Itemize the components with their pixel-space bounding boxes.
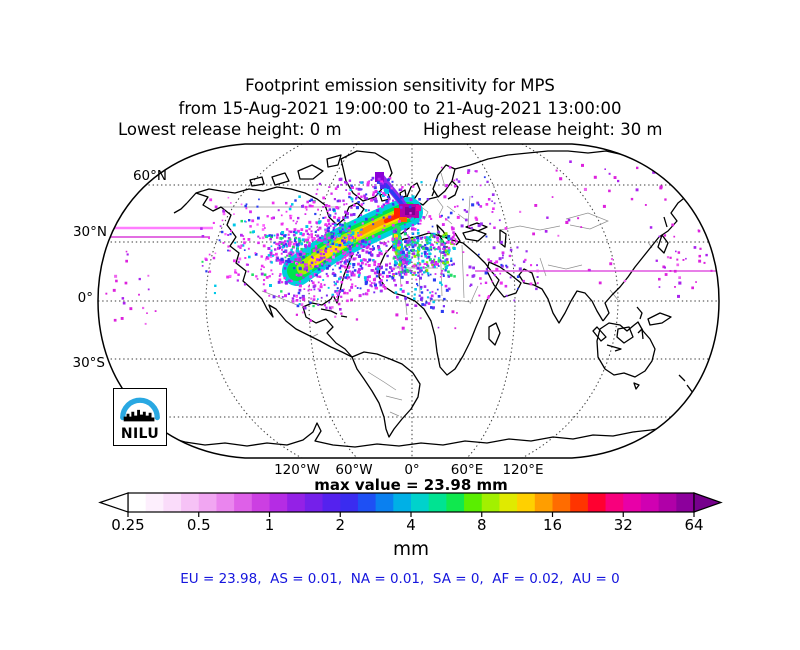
nilu-skyline-icon (123, 409, 155, 422)
colorbar-tick-label: 0.25 (111, 516, 145, 534)
longitude-label: 0° (404, 462, 420, 478)
nilu-logo-text: NILU (120, 426, 160, 442)
latitude-label: 30°N (72, 224, 107, 240)
colorbar-cell (375, 493, 394, 512)
colorbar-cell (428, 493, 447, 512)
colorbar-tick-label: 32 (613, 516, 633, 534)
colorbar-cell (570, 493, 589, 512)
map-outline (97, 143, 720, 459)
colorbar-cell (163, 493, 182, 512)
longitude-label: 60°E (450, 462, 484, 478)
colorbar-tick-label: 16 (542, 516, 563, 534)
colorbar-tick-label: 0.5 (186, 516, 211, 534)
latitude-label: 0° (77, 290, 93, 306)
colorbar-cell (446, 493, 465, 512)
longitude-label: 60°W (335, 462, 373, 478)
plume-cell (380, 183, 386, 189)
colorbar-cell (393, 493, 412, 512)
colorbar (98, 492, 723, 517)
plume-cell (394, 208, 400, 218)
colorbar-cell (322, 493, 341, 512)
colorbar-cell (251, 493, 270, 512)
colorbar-cell (658, 493, 677, 512)
colorbar-cell (587, 493, 607, 512)
colorbar-tick-label: 4 (406, 516, 416, 534)
plume-cell (399, 217, 407, 222)
plume-cell (416, 205, 421, 211)
colorbar-units-label: mm (392, 539, 430, 560)
colorbar-cell (640, 493, 660, 512)
nilu-logo: NILU (113, 388, 167, 446)
colorbar-cell (128, 493, 147, 512)
region-totals-text: EU = 23.98, AS = 0.01, NA = 0.01, SA = 0… (180, 571, 620, 587)
plume-cell (405, 207, 415, 215)
colorbar-tick-label: 2 (335, 516, 346, 534)
colorbar-cell (287, 493, 306, 512)
colorbar-cell (340, 493, 359, 512)
plume-cell (384, 189, 389, 194)
title-highest-release-height: Highest release height: 30 m (423, 120, 663, 139)
colorbar-tick-label: 8 (476, 516, 487, 534)
plume-cell (375, 172, 384, 182)
nilu-logo-graphic (120, 397, 160, 422)
colorbar-cell (198, 493, 217, 512)
colorbar-cell (411, 493, 430, 512)
emission-plume-core-cells (375, 172, 421, 250)
colorbar-tick-label: 1 (264, 516, 275, 534)
title-lowest-release-height: Lowest release height: 0 m (118, 120, 342, 139)
colorbar-cell (517, 493, 536, 512)
max-value-label: max value = 23.98 mm (314, 476, 508, 494)
plume-cell (394, 234, 398, 238)
colorbar-underflow-arrow (98, 492, 129, 513)
colorbar-cell (234, 493, 253, 512)
title-line-2: from 15-Aug-2021 19:00:00 to 21-Aug-2021… (178, 99, 622, 118)
colorbar-cell (304, 493, 324, 512)
colorbar-cell (269, 493, 288, 512)
colorbar-cell (534, 493, 553, 512)
colorbar-cell (499, 493, 518, 512)
colorbar-cell (181, 493, 200, 512)
colorbar-cell (676, 493, 695, 512)
colorbar-cell (216, 493, 235, 512)
colorbar-cell (464, 493, 483, 512)
emission-plume-lines (103, 226, 716, 272)
longitude-label: 120°E (502, 462, 544, 478)
colorbar-cell (145, 493, 164, 512)
emission-plume-speckles (105, 160, 716, 330)
latitude-label: 30°S (72, 355, 106, 371)
colorbar-overflow-arrow (693, 492, 723, 513)
colorbar-cell (623, 493, 642, 512)
colorbar-cell (552, 493, 571, 512)
colorbar-cell (357, 493, 377, 512)
plume-cell (397, 246, 401, 250)
colorbar-tick-label: 64 (684, 516, 704, 534)
graticule (98, 144, 719, 458)
colorbar-cell (481, 493, 500, 512)
colorbar-cell (605, 493, 624, 512)
latitude-label: 60°N (132, 168, 167, 184)
longitude-label: 120°W (274, 462, 320, 478)
title-line-1: Footprint emission sensitivity for MPS (245, 76, 555, 95)
country-borders (222, 172, 653, 417)
nilu-arc-icon (120, 397, 160, 421)
